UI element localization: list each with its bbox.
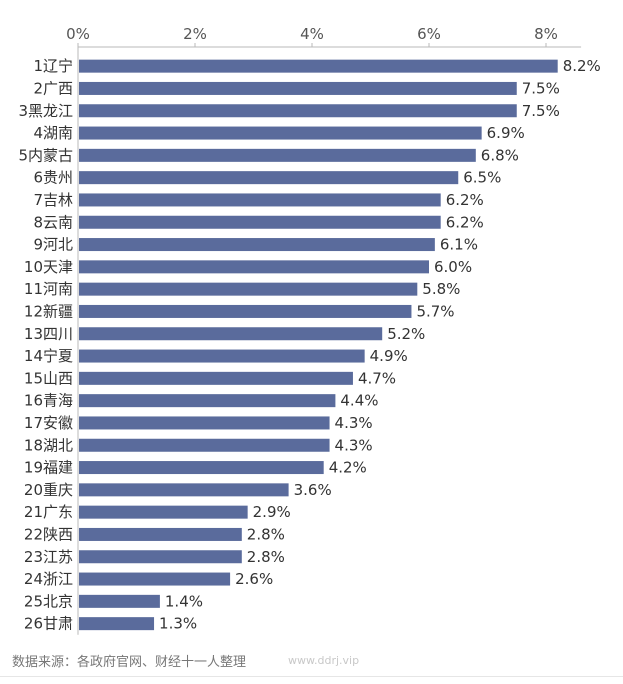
category-label: 4湖南 bbox=[33, 124, 73, 142]
category-label: 22陕西 bbox=[24, 525, 73, 543]
x-tick-label: 8% bbox=[534, 25, 558, 43]
bar bbox=[79, 126, 482, 140]
category-label: 1辽宁 bbox=[33, 57, 73, 75]
bar bbox=[79, 617, 155, 631]
category-label: 2广西 bbox=[33, 79, 73, 97]
value-label: 6.0% bbox=[434, 258, 472, 276]
category-label: 7吉林 bbox=[33, 191, 73, 209]
value-label: 7.5% bbox=[522, 79, 560, 97]
value-label: 2.6% bbox=[235, 570, 273, 588]
value-label: 8.2% bbox=[563, 57, 601, 75]
x-tick-label: 0% bbox=[66, 25, 90, 43]
value-label: 1.4% bbox=[165, 592, 203, 610]
category-label: 21广东 bbox=[24, 503, 73, 521]
bar bbox=[79, 461, 324, 475]
bar bbox=[79, 304, 412, 318]
value-label: 5.7% bbox=[416, 302, 454, 320]
value-label: 4.3% bbox=[335, 414, 373, 432]
category-label: 10天津 bbox=[24, 258, 73, 276]
bar bbox=[79, 282, 418, 296]
category-label: 24浙江 bbox=[24, 570, 73, 588]
x-tick-label: 2% bbox=[183, 25, 207, 43]
category-label: 8云南 bbox=[33, 213, 73, 231]
category-label: 16青海 bbox=[24, 392, 73, 410]
footer-divider bbox=[0, 676, 623, 677]
value-label: 4.4% bbox=[340, 392, 378, 410]
category-label: 13四川 bbox=[24, 325, 73, 343]
category-label: 20重庆 bbox=[24, 481, 73, 499]
value-label: 6.2% bbox=[446, 191, 484, 209]
category-label: 26甘肃 bbox=[24, 615, 73, 633]
category-label: 9河北 bbox=[33, 236, 73, 254]
bar bbox=[79, 483, 289, 497]
value-label: 7.5% bbox=[522, 102, 560, 120]
value-label: 2.9% bbox=[253, 503, 291, 521]
value-label: 1.3% bbox=[159, 615, 197, 633]
x-tick-label: 6% bbox=[417, 25, 441, 43]
bar bbox=[79, 104, 517, 118]
value-label: 4.3% bbox=[335, 436, 373, 454]
bar bbox=[79, 193, 441, 207]
value-label: 2.8% bbox=[247, 548, 285, 566]
bar bbox=[79, 505, 248, 519]
bar bbox=[79, 215, 441, 229]
category-label: 3黑龙江 bbox=[18, 102, 73, 120]
category-label: 14宁夏 bbox=[24, 347, 73, 365]
bar bbox=[79, 81, 517, 95]
bar bbox=[79, 572, 231, 586]
value-label: 6.9% bbox=[487, 124, 525, 142]
value-label: 2.8% bbox=[247, 525, 285, 543]
value-label: 4.2% bbox=[329, 459, 367, 477]
bar bbox=[79, 371, 353, 385]
value-label: 6.8% bbox=[481, 146, 519, 164]
watermark: www.ddrj.vip bbox=[288, 654, 360, 667]
bar bbox=[79, 59, 558, 73]
bar bbox=[79, 394, 336, 408]
bar bbox=[79, 148, 476, 162]
value-label: 6.5% bbox=[463, 169, 501, 187]
bar bbox=[79, 550, 242, 564]
bar bbox=[79, 438, 330, 452]
x-tick-label: 4% bbox=[300, 25, 324, 43]
category-label: 18湖北 bbox=[24, 436, 73, 454]
bar bbox=[79, 260, 429, 274]
bar-chart: 0% 2% 4% 6% 8% 1辽宁 8.2% 2广西 7.5% 3黑龙江 7.5% 4湖南 6.9% 5… bbox=[18, 25, 601, 635]
category-label: 15山西 bbox=[24, 369, 73, 387]
value-label: 6.1% bbox=[440, 236, 478, 254]
source-note: 数据来源：各政府官网、财经十一人整理 bbox=[12, 655, 247, 670]
bar bbox=[79, 416, 330, 430]
bar bbox=[79, 327, 383, 341]
value-label: 6.2% bbox=[446, 213, 484, 231]
value-label: 4.7% bbox=[358, 369, 396, 387]
bar bbox=[79, 238, 435, 252]
category-label: 12新疆 bbox=[24, 302, 73, 320]
value-label: 5.8% bbox=[422, 280, 460, 298]
value-label: 3.6% bbox=[294, 481, 332, 499]
bar bbox=[79, 594, 160, 608]
bar bbox=[79, 349, 365, 363]
value-label: 4.9% bbox=[370, 347, 408, 365]
value-label: 5.2% bbox=[387, 325, 425, 343]
category-label: 19福建 bbox=[24, 459, 73, 477]
category-label: 23江苏 bbox=[24, 548, 73, 566]
category-label: 17安徽 bbox=[24, 414, 73, 432]
bar bbox=[79, 171, 459, 185]
category-label: 25北京 bbox=[24, 592, 73, 610]
bar bbox=[79, 527, 242, 541]
category-label: 6贵州 bbox=[33, 169, 73, 187]
category-label: 5内蒙古 bbox=[18, 146, 73, 164]
category-label: 11河南 bbox=[24, 280, 73, 298]
